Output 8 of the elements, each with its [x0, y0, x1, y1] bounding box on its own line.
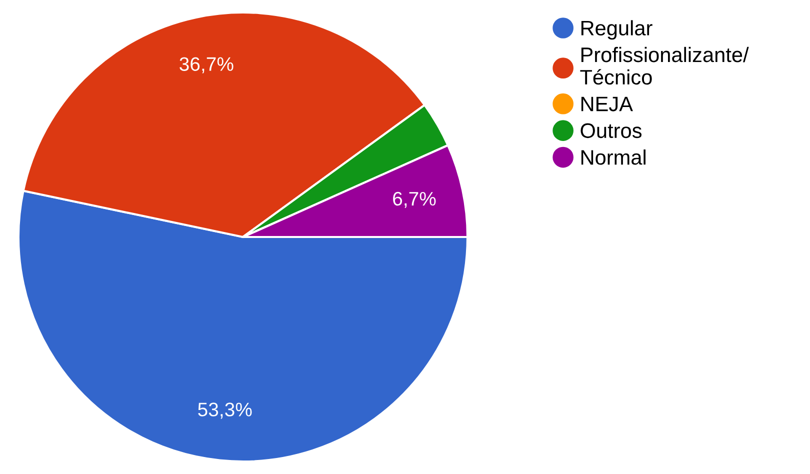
data-label: 36,7%	[180, 57, 234, 74]
data-label: 6,7%	[393, 192, 436, 208]
legend-label: Regular	[581, 20, 652, 40]
legend-label: Profissionalizante/ Técnico	[580, 46, 749, 85]
legend-label: Normal	[581, 149, 646, 165]
legend-label: NEJA	[581, 96, 633, 112]
data-label: 53,3%	[198, 402, 252, 419]
legend-label: Outros	[580, 123, 642, 138]
